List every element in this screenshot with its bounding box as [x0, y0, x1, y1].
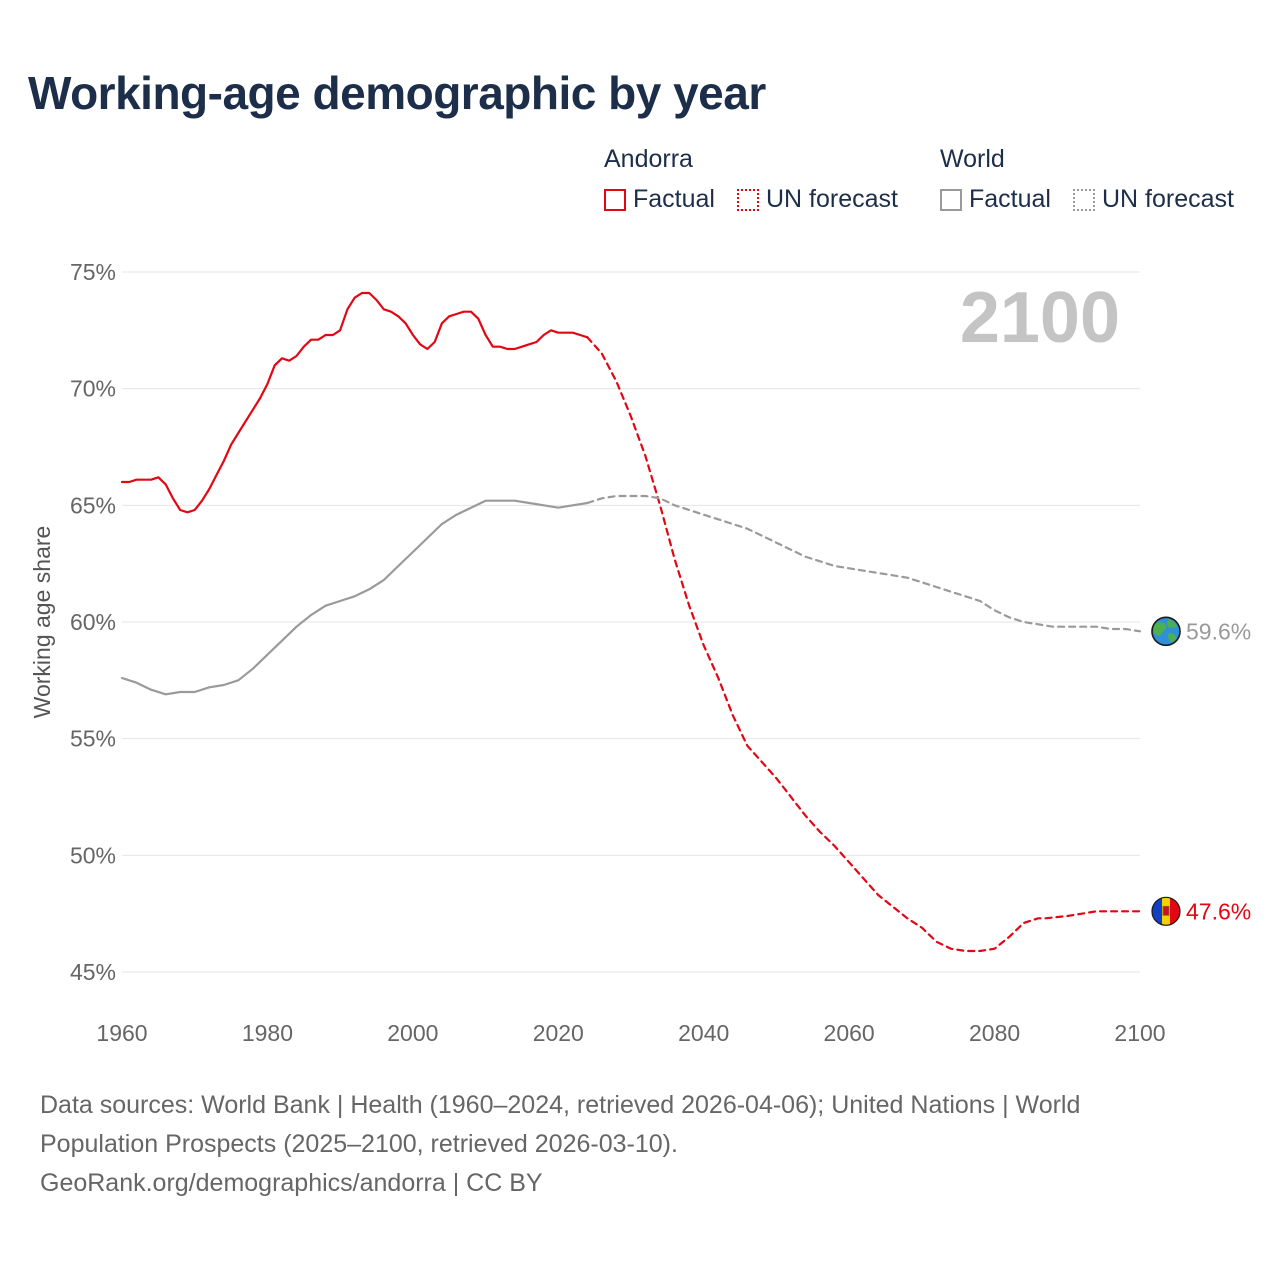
- world-factual-line: [120, 499, 589, 696]
- legend-andorra-title: Andorra: [604, 145, 693, 173]
- data-sources: Data sources: World Bank | Health (1960–…: [40, 1086, 1220, 1203]
- x-tick-label: 2000: [387, 1020, 438, 1046]
- legend-world-forecast-label: UN forecast: [1102, 185, 1234, 213]
- y-tick-label: 65%: [70, 492, 116, 518]
- world-end-label: 59.6%: [1186, 618, 1251, 644]
- y-tick-label: 70%: [70, 376, 116, 402]
- x-tick-label: 1960: [96, 1020, 147, 1046]
- y-tick-label: 55%: [70, 726, 116, 752]
- andorra-factual-line: [120, 291, 589, 514]
- solid-line-swatch-icon: [940, 188, 962, 211]
- legend-andorra-forecast-label: UN forecast: [766, 185, 898, 213]
- y-axis-title: Working age share: [29, 526, 55, 719]
- legend-world-forecast[interactable]: UN forecast: [1073, 185, 1234, 214]
- legend-world-factual-label: Factual: [969, 185, 1051, 213]
- legend-world-factual[interactable]: Factual: [940, 185, 1051, 214]
- y-tick-label: 60%: [70, 609, 116, 635]
- x-tick-label: 2040: [678, 1020, 729, 1046]
- x-tick-label: 2020: [533, 1020, 584, 1046]
- world-forecast-line: [586, 494, 1142, 633]
- x-tick-label: 2060: [824, 1020, 875, 1046]
- sources-line-1: Data sources: World Bank | Health (1960–…: [40, 1091, 1081, 1119]
- legend-andorra-forecast[interactable]: UN forecast: [737, 185, 898, 214]
- legend-andorra-factual[interactable]: Factual: [604, 185, 715, 214]
- sources-line-3: GeoRank.org/demographics/andorra | CC BY: [40, 1169, 543, 1197]
- x-tick-label: 1980: [242, 1020, 293, 1046]
- globe-icon: [1151, 616, 1181, 647]
- line-chart: 45% 50% 55% 60% 65% 70% 75% 1960 1980 2000 2020 204…: [29, 259, 1251, 1046]
- andorra-end-label: 47.6%: [1186, 898, 1251, 924]
- sources-line-2: Population Prospects (2025–2100, retriev…: [40, 1130, 678, 1158]
- y-tick-label: 75%: [70, 259, 116, 285]
- y-tick-label: 50%: [70, 842, 116, 868]
- current-year-watermark: 2100: [960, 278, 1120, 358]
- dotted-line-swatch-icon: [1073, 188, 1095, 211]
- dotted-line-swatch-icon: [737, 188, 759, 211]
- chart-title: Working-age demographic by year: [28, 67, 766, 119]
- solid-line-swatch-icon: [604, 188, 626, 211]
- andorra-forecast-line: [586, 336, 1142, 953]
- x-tick-label: 2100: [1114, 1020, 1165, 1046]
- legend-andorra-factual-label: Factual: [633, 185, 715, 213]
- andorra-flag-icon: [1151, 896, 1181, 926]
- y-tick-label: 45%: [70, 959, 116, 985]
- x-tick-label: 2080: [969, 1020, 1020, 1046]
- legend-world-title: World: [940, 145, 1005, 173]
